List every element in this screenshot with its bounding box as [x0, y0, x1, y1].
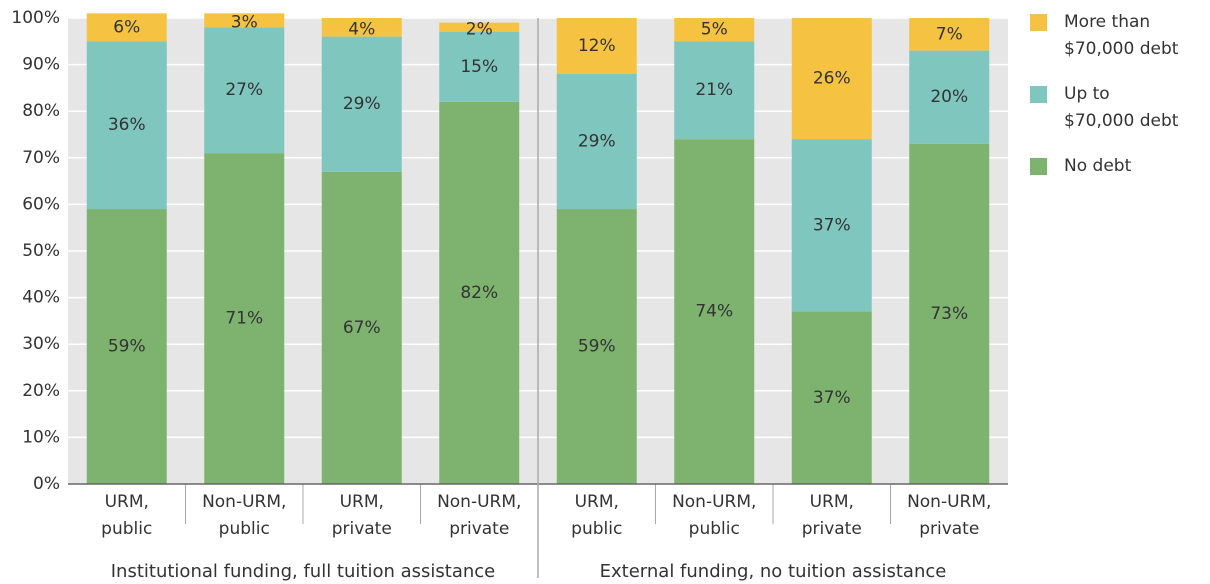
data-label: 59%: [108, 337, 146, 357]
bar-segment: [674, 41, 755, 140]
data-label: 82%: [460, 283, 498, 303]
bar-segment: [439, 31, 520, 102]
data-label: 73%: [930, 304, 968, 324]
bar-segment: [439, 22, 520, 32]
bar-segment: [321, 36, 402, 172]
bar-segment: [909, 143, 990, 484]
bar-segment: [791, 18, 872, 140]
legend-swatch: [1030, 86, 1047, 103]
data-label: 29%: [343, 94, 381, 114]
x-tick-label: Non-URM,: [672, 492, 756, 512]
data-label: 74%: [695, 302, 733, 322]
y-tick-label: 50%: [22, 241, 60, 261]
x-tick-label: public: [219, 519, 270, 539]
bar-segment: [86, 209, 167, 484]
data-label: 2%: [466, 19, 493, 39]
data-label: 59%: [578, 337, 616, 357]
x-tick-label: public: [101, 519, 152, 539]
group-label: External funding, no tuition assistance: [600, 561, 947, 582]
x-tick-label: URM,: [575, 492, 619, 512]
legend-label: $70,000 debt: [1064, 111, 1179, 131]
data-label: 27%: [225, 80, 263, 100]
bar-segment: [439, 101, 520, 484]
x-tick-label: Non-URM,: [437, 492, 521, 512]
legend-swatch: [1030, 14, 1047, 31]
bar-segment: [674, 139, 755, 484]
group-label: Institutional funding, full tuition assi…: [111, 561, 495, 582]
x-tick-label: public: [689, 519, 740, 539]
bar-segment: [86, 13, 167, 42]
data-label: 15%: [460, 57, 498, 77]
y-tick-label: 70%: [22, 148, 60, 168]
bar-segment: [556, 73, 637, 210]
y-tick-label: 30%: [22, 334, 60, 354]
x-tick-label: public: [571, 519, 622, 539]
legend-label: $70,000 debt: [1064, 39, 1179, 59]
y-tick-label: 90%: [22, 55, 60, 75]
y-tick-label: 40%: [22, 288, 60, 308]
data-label: 21%: [695, 80, 733, 100]
data-label: 6%: [113, 17, 140, 37]
data-label: 12%: [578, 36, 616, 56]
x-tick-label: private: [449, 519, 509, 539]
bar-segment: [791, 311, 872, 484]
bar-segment: [791, 139, 872, 312]
bar-segment: [909, 50, 990, 144]
y-tick-label: 80%: [22, 101, 60, 121]
data-label: 37%: [813, 215, 851, 235]
data-label: 26%: [813, 69, 851, 89]
x-tick-label: URM,: [105, 492, 149, 512]
bar-segment: [204, 153, 285, 484]
y-tick-label: 60%: [22, 194, 60, 214]
data-label: 36%: [108, 115, 146, 135]
legend-label: Up to: [1064, 84, 1110, 104]
legend-label: More than: [1064, 12, 1150, 32]
y-tick-label: 10%: [22, 427, 60, 447]
data-label: 67%: [343, 318, 381, 338]
data-label: 20%: [930, 87, 968, 107]
bar-segment: [556, 18, 637, 74]
data-label: 7%: [936, 24, 963, 44]
bar-segment: [321, 171, 402, 484]
x-tick-label: Non-URM,: [907, 492, 991, 512]
y-tick-label: 20%: [22, 381, 60, 401]
x-tick-label: private: [919, 519, 979, 539]
data-label: 3%: [231, 12, 258, 32]
y-tick-label: 100%: [11, 8, 60, 28]
data-label: 5%: [701, 20, 728, 40]
data-label: 37%: [813, 388, 851, 408]
y-tick-label: 0%: [33, 474, 60, 494]
x-tick-label: URM,: [340, 492, 384, 512]
bar-segment: [556, 209, 637, 484]
bar-segment: [204, 13, 285, 28]
x-tick-label: private: [802, 519, 862, 539]
bar-segment: [321, 18, 402, 37]
bar-segment: [204, 27, 285, 154]
x-tick-label: Non-URM,: [202, 492, 286, 512]
bar-segment: [86, 41, 167, 210]
data-label: 4%: [348, 19, 375, 39]
data-label: 71%: [225, 309, 263, 329]
legend-label: No debt: [1064, 156, 1132, 176]
bar-segment: [674, 18, 755, 42]
x-tick-label: URM,: [810, 492, 854, 512]
bar-segment: [909, 18, 990, 51]
x-tick-label: private: [332, 519, 392, 539]
data-label: 29%: [578, 131, 616, 151]
legend-swatch: [1030, 158, 1047, 175]
